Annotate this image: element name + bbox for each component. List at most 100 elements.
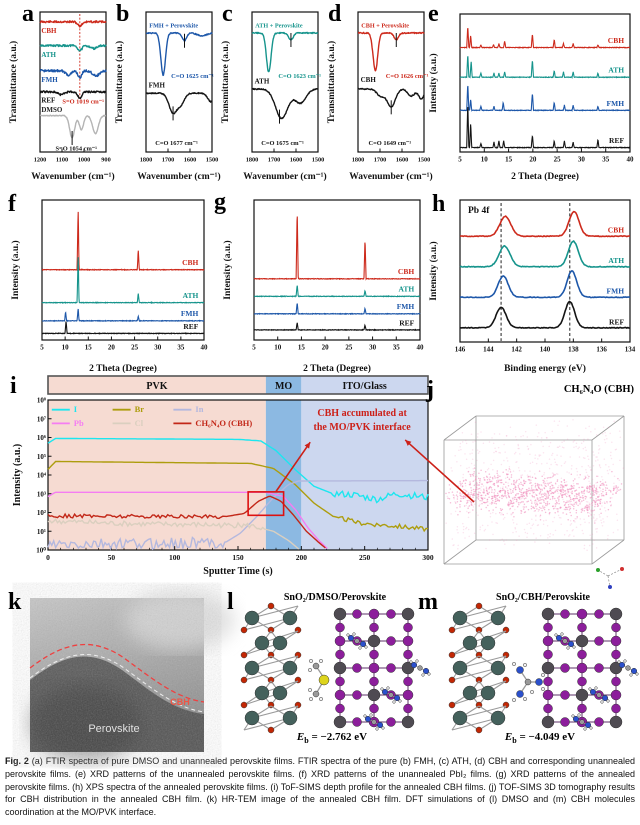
svg-text:FMH + Perovskite: FMH + Perovskite	[149, 22, 198, 29]
svg-text:0: 0	[46, 553, 50, 562]
svg-text:REF: REF	[183, 322, 198, 331]
svg-text:FMH: FMH	[397, 302, 415, 311]
svg-text:Wavenumber (cm⁻¹): Wavenumber (cm⁻¹)	[31, 171, 114, 182]
svg-text:10⁸: 10⁸	[37, 397, 46, 405]
svg-text:ATH: ATH	[608, 256, 624, 265]
svg-text:C=O 1626 cm⁻¹: C=O 1626 cm⁻¹	[386, 73, 429, 80]
svg-text:Pb 4f: Pb 4f	[468, 206, 490, 216]
eb-value: = −2.762 eV	[308, 731, 368, 743]
svg-text:CBH: CBH	[361, 76, 377, 84]
svg-text:Intensity (a.u.): Intensity (a.u.)	[12, 444, 23, 507]
eb-subscript: b	[304, 736, 309, 746]
svg-text:1100: 1100	[56, 157, 68, 164]
tem-label-perovskite: Perovskite	[88, 723, 139, 735]
svg-text:30: 30	[154, 344, 162, 352]
svg-text:5: 5	[252, 344, 256, 352]
svg-text:Sputter Time (s): Sputter Time (s)	[203, 566, 272, 577]
svg-text:CBH accumulated at: CBH accumulated at	[317, 408, 407, 419]
svg-text:1800: 1800	[246, 157, 259, 164]
svg-text:1500: 1500	[418, 157, 431, 164]
svg-text:Wavenumber (cm⁻¹): Wavenumber (cm⁻¹)	[349, 171, 432, 182]
svg-text:5: 5	[458, 156, 462, 164]
svg-text:15: 15	[85, 344, 93, 352]
xrd-chart-g: 5 10 15 20 25 30 35 40 2 Theta (Degree) Intensity…	[222, 199, 424, 374]
panel-letter-i: i	[10, 373, 17, 399]
svg-text:146: 146	[455, 346, 466, 354]
eb-symbol: E	[296, 731, 305, 743]
svg-text:DMSO: DMSO	[41, 106, 63, 114]
tem-label-cbh: CBH	[170, 697, 190, 707]
figure-caption: Fig. 2 (a) FTIR spectra of pure DMSO and…	[5, 755, 635, 819]
svg-text:140: 140	[540, 346, 551, 354]
svg-text:1700: 1700	[374, 157, 387, 164]
binding-energy-dmso: Eb = −2.762 eV	[236, 731, 428, 745]
tofsims-chart-i: PVK MO ITO/Glass 10⁰ 10¹ 10² 10³ 10⁴ 10⁵ 10⁶ 10⁷ 10…	[12, 375, 475, 577]
svg-text:CBH + Perovskite: CBH + Perovskite	[361, 22, 409, 29]
panel-letter-b: b	[116, 1, 130, 27]
panel-letter-j: j	[426, 377, 434, 403]
svg-text:30: 30	[578, 156, 586, 164]
svg-text:REF: REF	[41, 96, 55, 104]
svg-text:FMH: FMH	[149, 82, 166, 90]
svg-text:FMH: FMH	[607, 99, 625, 108]
svg-text:50: 50	[108, 553, 116, 562]
svg-text:C=O 1623 cm⁻¹: C=O 1623 cm⁻¹	[278, 73, 321, 80]
svg-text:10³: 10³	[37, 490, 46, 498]
svg-text:CBH: CBH	[182, 258, 198, 267]
svg-text:MO: MO	[275, 381, 292, 392]
tem-grain	[30, 598, 204, 752]
svg-text:10⁶: 10⁶	[37, 434, 46, 442]
svg-text:S=O 1054 cm⁻¹: S=O 1054 cm⁻¹	[56, 146, 98, 153]
svg-text:10²: 10²	[37, 509, 46, 517]
hrtem-image: Perovskite CBH	[29, 590, 235, 761]
panel-letter-a: a	[22, 1, 34, 27]
svg-text:the MO/PVK interface: the MO/PVK interface	[314, 422, 412, 433]
svg-text:ATH: ATH	[608, 66, 624, 75]
caption-label: Fig. 2	[5, 756, 29, 766]
svg-text:1800: 1800	[140, 157, 153, 164]
eb-symbol: E	[504, 731, 513, 743]
svg-text:S=O 1019 cm⁻¹: S=O 1019 cm⁻¹	[62, 99, 104, 106]
svg-text:Wavenumber (cm⁻¹): Wavenumber (cm⁻¹)	[243, 171, 326, 182]
panel-letter-e: e	[428, 1, 439, 27]
svg-text:1700: 1700	[162, 157, 175, 164]
binding-energy-cbh: Eb = −4.049 eV	[444, 731, 636, 745]
svg-text:5: 5	[40, 344, 44, 352]
svg-text:35: 35	[177, 344, 185, 352]
svg-text:ATH + Perovskite: ATH + Perovskite	[255, 22, 303, 29]
panel-letter-k: k	[8, 589, 22, 615]
svg-text:2 Theta (Degree): 2 Theta (Degree)	[303, 363, 371, 374]
svg-text:FMH: FMH	[41, 76, 58, 84]
svg-text:200: 200	[296, 553, 308, 562]
svg-text:40: 40	[201, 344, 209, 352]
svg-text:Transmittance (a.u.): Transmittance (a.u.)	[220, 41, 231, 123]
svg-text:Br: Br	[135, 404, 145, 414]
panel-letter-m: m	[418, 589, 438, 615]
svg-text:1700: 1700	[268, 157, 281, 164]
svg-text:134: 134	[625, 346, 636, 354]
dft-title-dmso: SnO₂/DMSO/Perovskite	[283, 592, 387, 603]
eb-value: = −4.049 eV	[516, 731, 576, 743]
tomography-3d-box	[443, 415, 625, 589]
svg-text:10⁷: 10⁷	[37, 415, 46, 423]
xps-chart-h: 146 144 142 140 138 136 134 Binding energy (eV)…	[428, 199, 636, 374]
panel-letter-h: h	[432, 191, 446, 217]
svg-text:10: 10	[62, 344, 70, 352]
svg-text:2 Theta (Degree): 2 Theta (Degree)	[511, 171, 579, 182]
svg-text:142: 142	[511, 346, 522, 354]
svg-text:PVK: PVK	[146, 381, 167, 392]
xrd-chart-f: 5 10 15 20 25 30 35 40 2 Theta (Degree) Intensity…	[10, 199, 209, 374]
svg-text:Intensity (a.u.): Intensity (a.u.)	[10, 240, 21, 299]
svg-text:10⁵: 10⁵	[37, 453, 46, 461]
svg-text:REF: REF	[609, 136, 624, 145]
svg-text:20: 20	[529, 156, 537, 164]
ftir-chart-c: 1800 1700 1600 1500 Wavenumber (cm⁻¹) Transmi…	[220, 11, 327, 182]
svg-text:10: 10	[481, 156, 489, 164]
svg-text:1500: 1500	[206, 157, 219, 164]
tem-red-dashed-interface	[29, 643, 205, 703]
dft-title-cbh: SnO₂/CBH/Perovskite	[496, 592, 590, 603]
svg-text:20: 20	[322, 344, 330, 352]
svg-text:I: I	[74, 404, 78, 414]
svg-text:C=O 1649 cm⁻¹: C=O 1649 cm⁻¹	[369, 140, 412, 147]
svg-text:ATH: ATH	[398, 285, 414, 294]
